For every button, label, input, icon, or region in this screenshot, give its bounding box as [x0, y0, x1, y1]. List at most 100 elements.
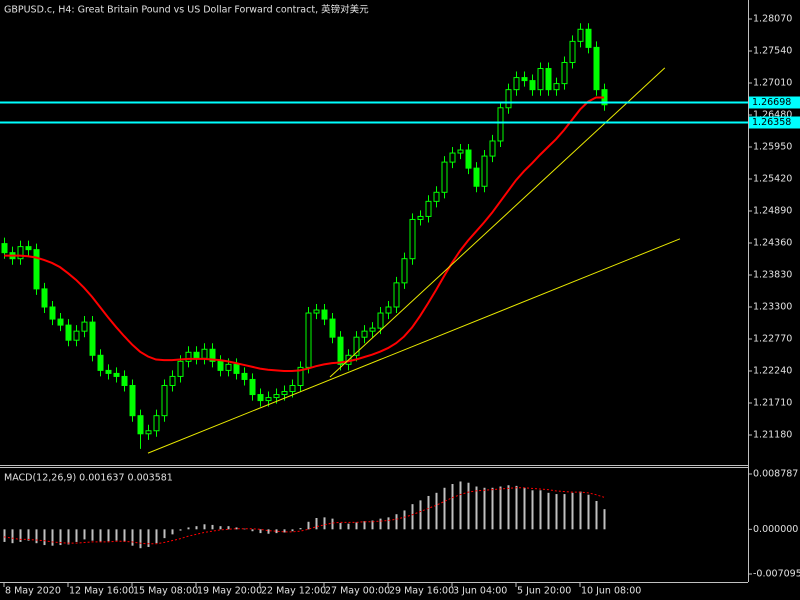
- candle-body: [137, 415, 144, 435]
- candle-body: [145, 430, 152, 435]
- candle-body: [393, 282, 400, 308]
- x-tick-label: 15 May 08:00: [133, 586, 198, 597]
- candle-body: [273, 394, 280, 399]
- y-tick-label: 1.25420: [753, 174, 792, 185]
- trendline: [329, 67, 666, 378]
- candle-body: [193, 351, 200, 359]
- candle-body: [545, 68, 552, 91]
- candle-body: [105, 369, 112, 374]
- price-label: 1.26698: [752, 97, 791, 108]
- candle-body: [593, 46, 600, 91]
- candle-body: [401, 258, 408, 284]
- candle-body: [89, 321, 96, 356]
- candle-body: [265, 397, 272, 402]
- candle-body: [553, 83, 560, 91]
- candle-body: [369, 327, 376, 332]
- candle-body: [417, 215, 424, 220]
- candle-body: [33, 249, 40, 290]
- candle-body: [129, 384, 136, 417]
- candle-body: [41, 288, 48, 308]
- candle-body: [297, 366, 304, 386]
- trendline: [147, 238, 681, 454]
- candle-body: [97, 354, 104, 371]
- candle-body: [513, 77, 520, 91]
- candle-body: [209, 348, 216, 362]
- candle-body: [385, 306, 392, 314]
- y-tick-label: 1.23300: [753, 302, 792, 313]
- candle-body: [497, 107, 504, 142]
- y-tick-label: 1.25950: [753, 142, 792, 153]
- candle-body: [257, 394, 264, 402]
- signal-line: [3, 487, 605, 545]
- candle-body: [361, 330, 368, 338]
- candle-body: [457, 149, 464, 154]
- candle-body: [377, 312, 384, 329]
- x-tick-label: 3 Jun 04:00: [453, 586, 507, 597]
- price-label-box: [749, 116, 800, 129]
- x-tick-label: 29 May 16:00: [389, 586, 454, 597]
- x-tick-label: 10 Jun 08:00: [581, 586, 641, 597]
- candle-body: [521, 77, 528, 82]
- chart-title: GBPUSD.c, H4: Great Britain Pound vs US …: [4, 4, 369, 16]
- y-tick-label: 0.008787: [753, 469, 798, 480]
- candle-body: [113, 372, 120, 377]
- y-tick-label: 1.23830: [753, 270, 792, 281]
- candle-body: [233, 363, 240, 374]
- candle-body: [121, 375, 128, 386]
- candle-body: [169, 375, 176, 386]
- candle-body: [569, 40, 576, 63]
- x-tick-label: 8 May 2020: [5, 586, 61, 597]
- candle-body: [449, 152, 456, 163]
- candle-body: [81, 321, 88, 332]
- x-tick-label: 22 May 12:00: [261, 586, 326, 597]
- candle-body: [313, 309, 320, 314]
- candle-body: [473, 167, 480, 187]
- candle-body: [489, 140, 496, 157]
- candle-body: [561, 61, 568, 85]
- candle-body: [321, 309, 328, 320]
- candle-body: [281, 391, 288, 396]
- y-tick-label: 1.21710: [753, 397, 792, 408]
- candle-body: [353, 336, 360, 356]
- y-tick-label: 1.21180: [753, 429, 792, 440]
- candle-body: [441, 161, 448, 193]
- x-tick-label: 12 May 16:00: [69, 586, 134, 597]
- candle-body: [201, 348, 208, 359]
- y-tick-label: 1.28070: [753, 14, 792, 25]
- moving-average: [4, 96, 604, 372]
- candle-body: [425, 200, 432, 217]
- price-label-box: [749, 96, 800, 109]
- candle-body: [505, 89, 512, 109]
- candle-body: [537, 68, 544, 91]
- candle-body: [161, 384, 168, 417]
- candle-body: [177, 360, 184, 377]
- x-tick-label: 27 May 00:00: [325, 586, 390, 597]
- candle-body: [185, 351, 192, 362]
- candle-body: [433, 191, 440, 202]
- candle-body: [153, 415, 160, 432]
- y-tick-label: 1.26480: [753, 110, 792, 121]
- candle-body: [249, 378, 256, 396]
- x-tick-label: 19 May 20:00: [197, 586, 262, 597]
- macd-title: MACD(12,26,9) 0.001637 0.003581: [4, 473, 173, 484]
- candle-body: [585, 28, 592, 48]
- candle-body: [225, 363, 232, 371]
- y-tick-label: 1.24360: [753, 238, 792, 249]
- y-tick-label: 1.27540: [753, 46, 792, 57]
- price-label: 1.26358: [752, 117, 791, 128]
- candle-body: [1, 243, 8, 254]
- y-tick-label: 1.27010: [753, 78, 792, 89]
- y-tick-label: 0.000000: [753, 524, 798, 535]
- y-tick-label: 1.22240: [753, 365, 792, 376]
- candle-body: [25, 246, 32, 251]
- candle-body: [57, 318, 64, 326]
- candle-body: [329, 318, 336, 338]
- candle-body: [337, 336, 344, 365]
- candle-body: [217, 360, 224, 371]
- candle-body: [409, 218, 416, 260]
- y-tick-label: -0.007095: [753, 568, 800, 579]
- y-tick-label: 1.22770: [753, 333, 792, 344]
